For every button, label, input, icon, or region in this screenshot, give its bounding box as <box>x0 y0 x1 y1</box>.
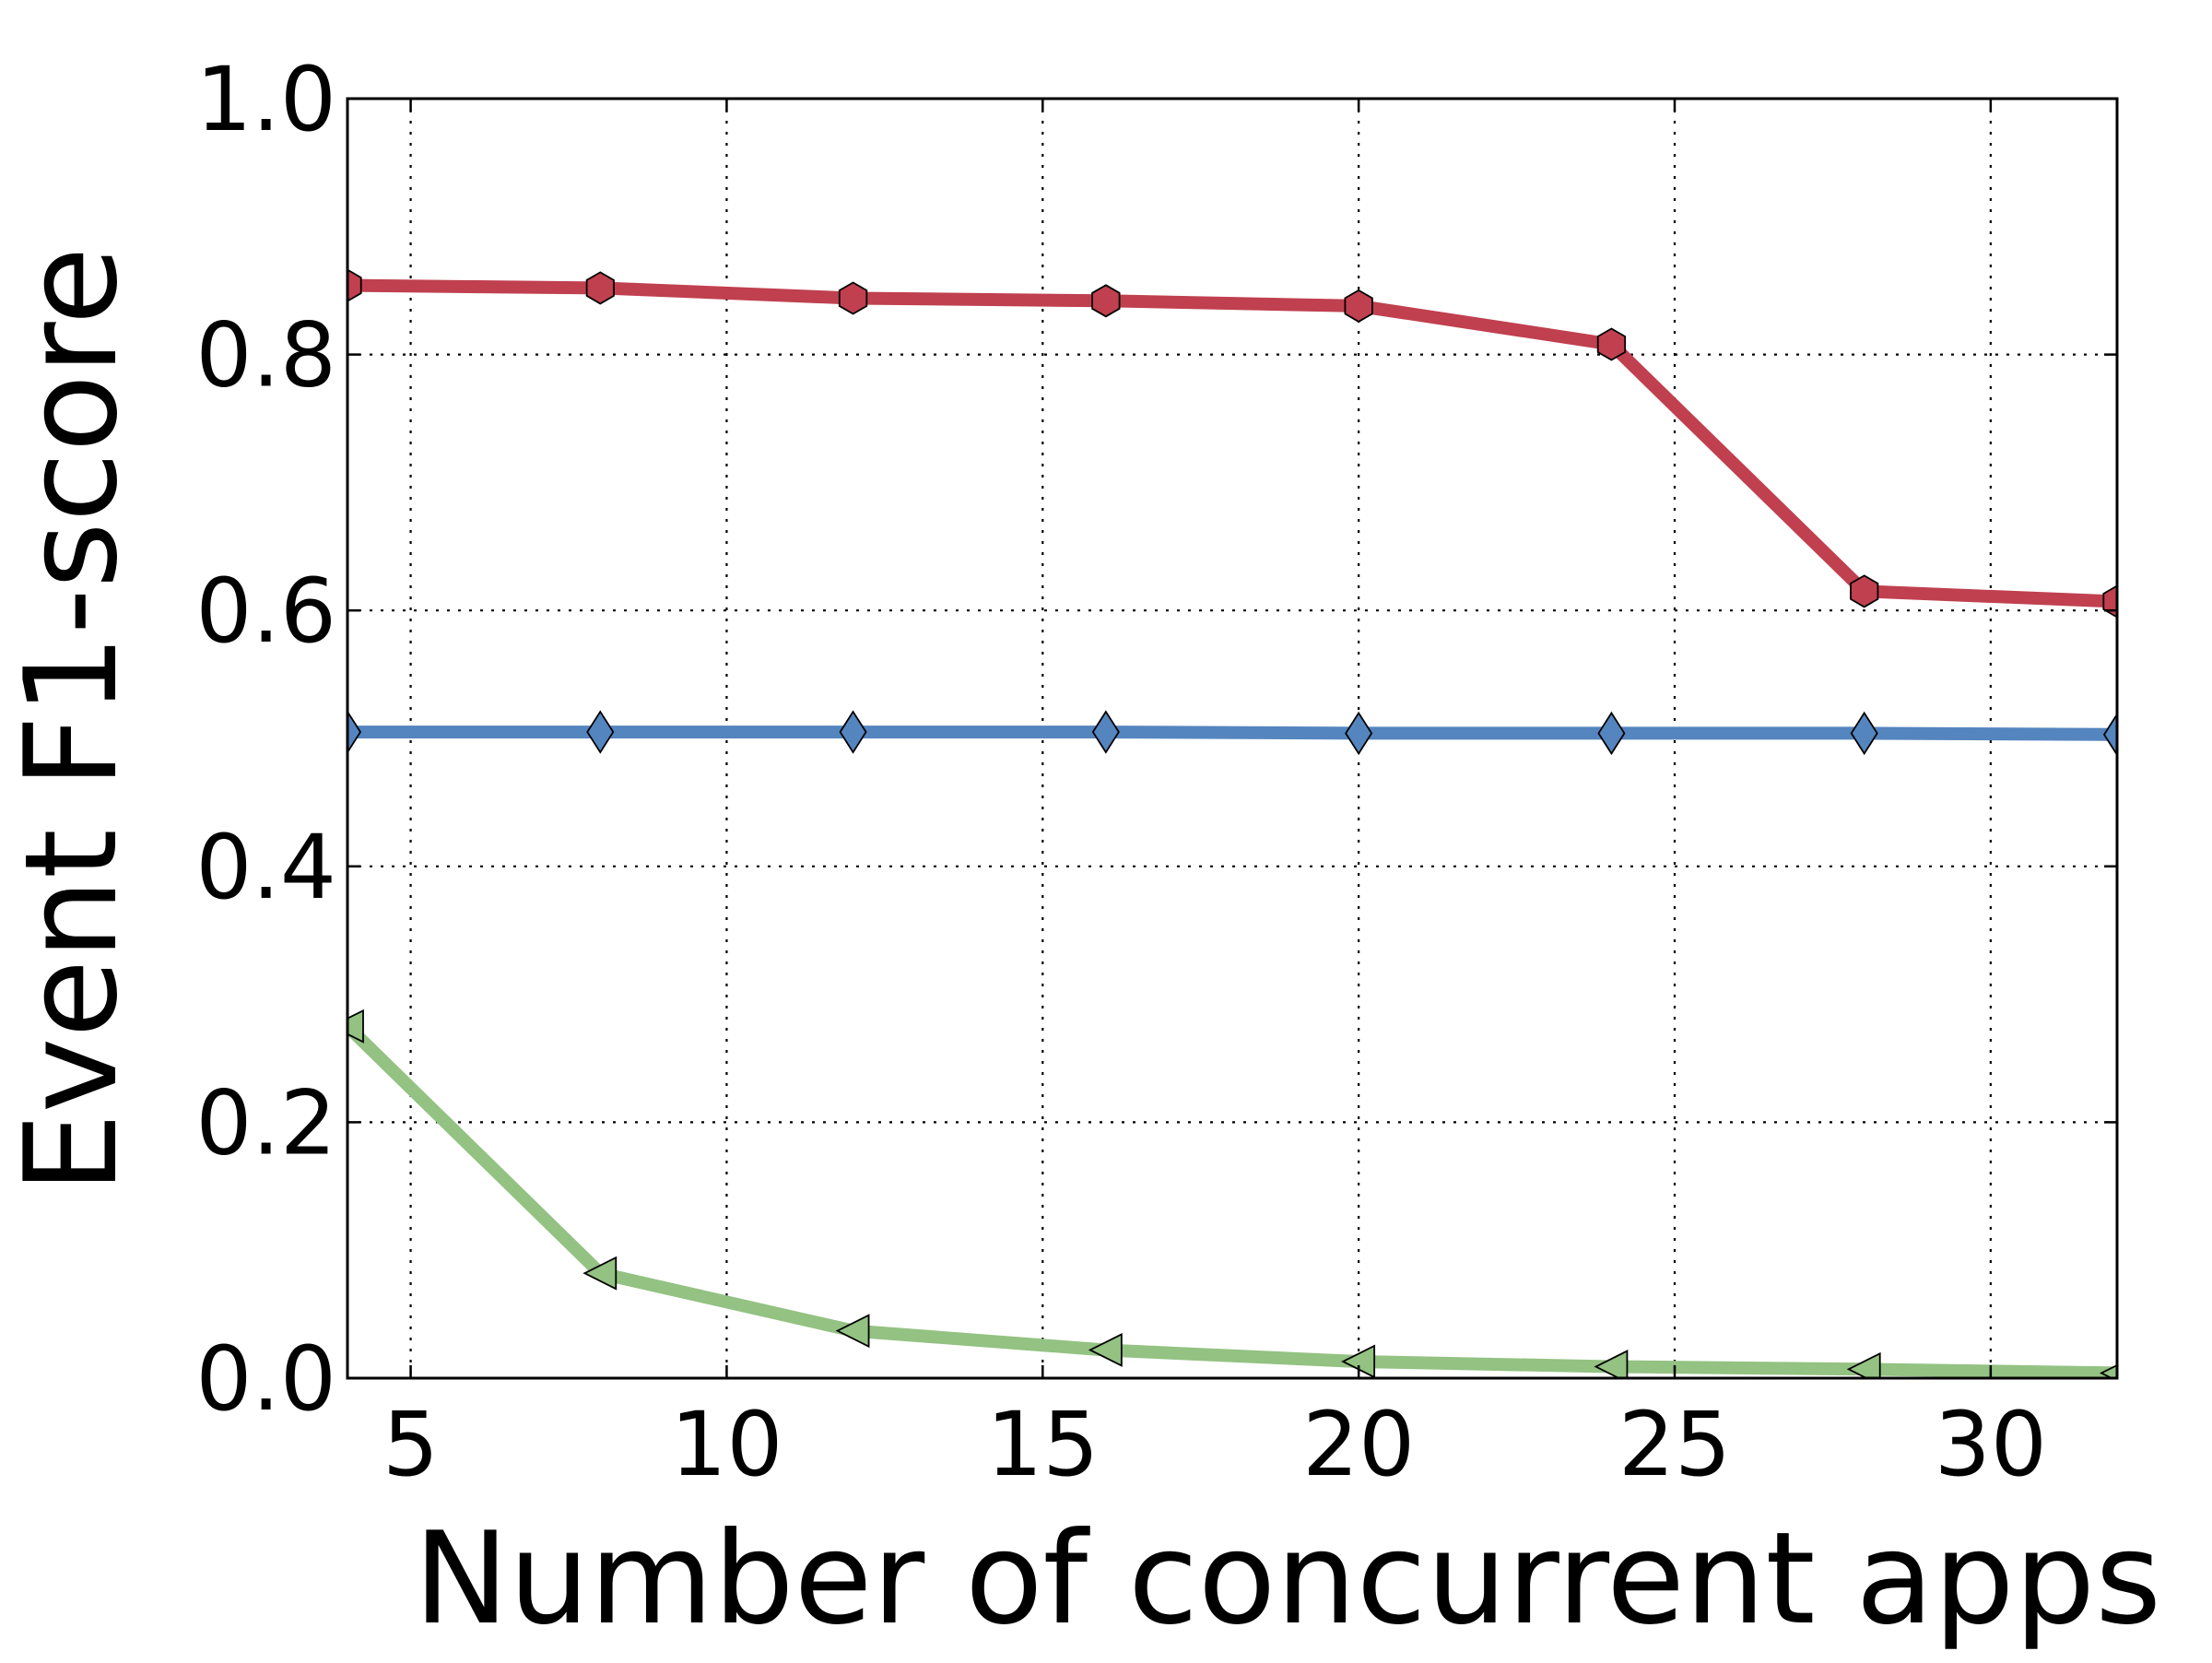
series-2 <box>347 710 2117 757</box>
data-point <box>1344 289 1373 323</box>
data-point <box>585 271 615 305</box>
data-point <box>347 1008 364 1044</box>
series-line <box>347 1021 2117 1378</box>
x-tick-label: 5 <box>382 1393 439 1496</box>
data-point <box>1596 327 1627 361</box>
data-point <box>1088 1333 1123 1367</box>
data-point <box>1091 284 1121 318</box>
data-point <box>347 710 362 754</box>
x-axis-title: Number of concurrent apps <box>414 1504 2161 1653</box>
series-line <box>347 278 2117 608</box>
x-tick-label: 30 <box>1935 1393 2047 1496</box>
y-tick-label: 0.4 <box>195 816 336 919</box>
data-point <box>2102 713 2117 757</box>
data-point <box>2099 1363 2117 1378</box>
x-tick-label: 10 <box>670 1393 782 1496</box>
x-tick-label: 15 <box>986 1393 1099 1496</box>
data-point <box>1091 710 1120 754</box>
x-tick-label: 25 <box>1618 1393 1731 1496</box>
data-point <box>586 710 615 754</box>
series-1 <box>347 268 2117 619</box>
data-point <box>1846 1351 1881 1378</box>
y-tick-label: 0.8 <box>195 304 336 407</box>
data-point <box>1850 574 1879 608</box>
series-line <box>347 725 2117 741</box>
data-point <box>1594 1350 1629 1378</box>
y-tick-label: 0.2 <box>195 1071 336 1174</box>
data-point <box>835 1314 870 1349</box>
data-point <box>839 710 867 754</box>
x-tick-label: 20 <box>1302 1393 1415 1496</box>
y-tick-label: 0.6 <box>195 560 336 663</box>
series-3 <box>347 1008 2117 1378</box>
plot-frame <box>346 97 2119 1380</box>
y-axis-title: Event F1-score <box>0 247 146 1194</box>
data-point <box>1345 711 1373 756</box>
y-tick-label: 0.0 <box>195 1327 336 1431</box>
ticks: 5 10 15 20 25 30 0.0 0.2 0.4 0.6 0.8 1.0 <box>195 48 2117 1496</box>
data-point <box>582 1256 618 1291</box>
data-point <box>347 268 362 302</box>
series-layer <box>347 268 2117 1378</box>
y-tick-label: 1.0 <box>195 48 336 151</box>
data-point <box>838 281 868 315</box>
data-point <box>1597 711 1626 756</box>
data-point <box>1850 711 1878 756</box>
